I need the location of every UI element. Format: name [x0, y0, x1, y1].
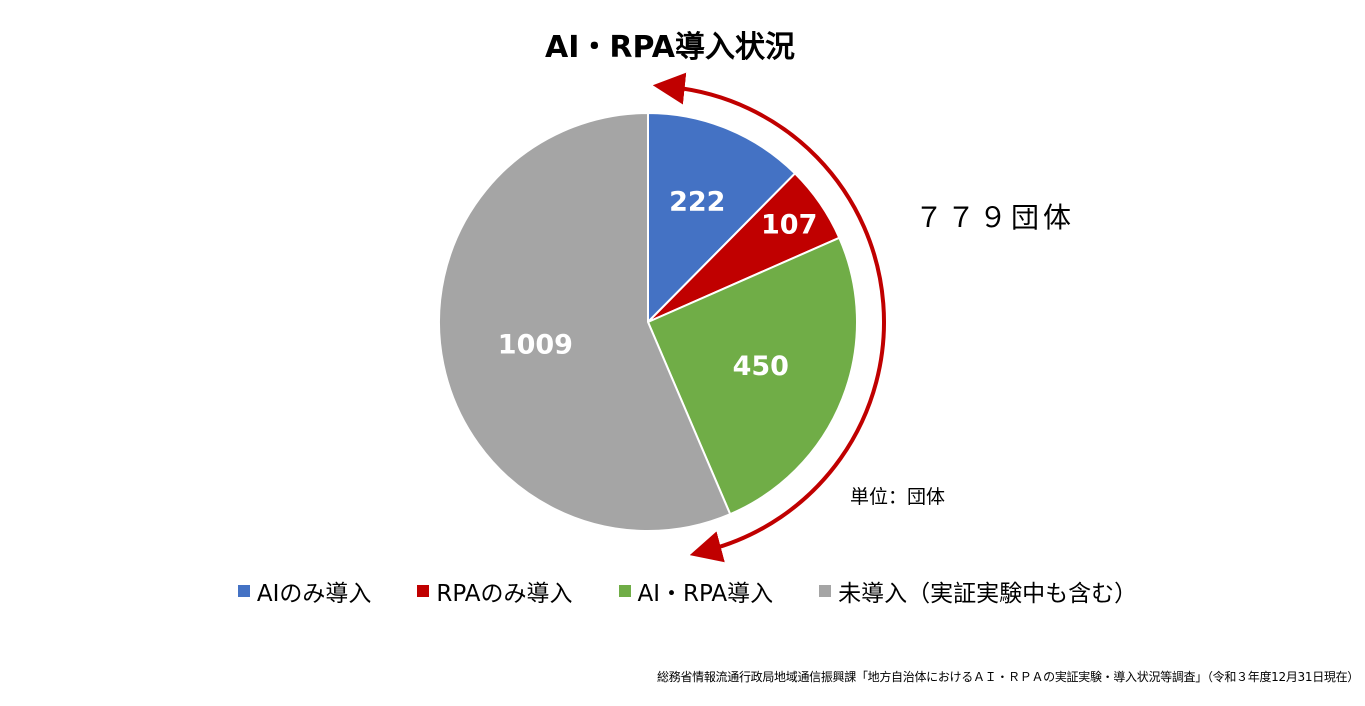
- group-bracket-arc: [652, 72, 886, 563]
- slice-data-label-4: 1009: [498, 330, 573, 361]
- legend-label: RPAのみ導入: [436, 581, 573, 607]
- legend-label: AIのみ導入: [256, 581, 372, 607]
- unit-label: 単位：団体: [850, 486, 946, 508]
- source-note: 総務省情報流通行政局地域通信振興課「地方自治体におけるＡＩ・ＲＰＡの実証実験・導…: [657, 670, 1359, 684]
- legend-label: 未導入（実証実験中も含む）: [838, 581, 1138, 607]
- slice-data-label-2: 107: [761, 209, 817, 240]
- legend-swatch: [819, 585, 832, 597]
- legend-swatch: [618, 585, 631, 597]
- legend-swatch: [417, 585, 430, 597]
- legend-item-1: AIのみ導入: [237, 574, 372, 608]
- slice-data-label-1: 222: [669, 187, 725, 218]
- legend-swatch: [237, 585, 250, 597]
- legend-item-3: AI・RPA導入: [618, 574, 774, 608]
- chart-title: AI・RPA導入状況: [545, 30, 795, 65]
- slice-data-label-3: 450: [733, 351, 789, 382]
- legend-label: AI・RPA導入: [637, 581, 774, 607]
- group-total-label: ７７９団体: [915, 201, 1076, 234]
- legend: AIのみ導入 RPAのみ導入 AI・RPA導入 未導入（実証実験中も含む）: [0, 574, 1365, 608]
- legend-item-4: 未導入（実証実験中も含む）: [819, 574, 1137, 608]
- legend-item-2: RPAのみ導入: [417, 574, 573, 608]
- pie-slices: [438, 111, 858, 532]
